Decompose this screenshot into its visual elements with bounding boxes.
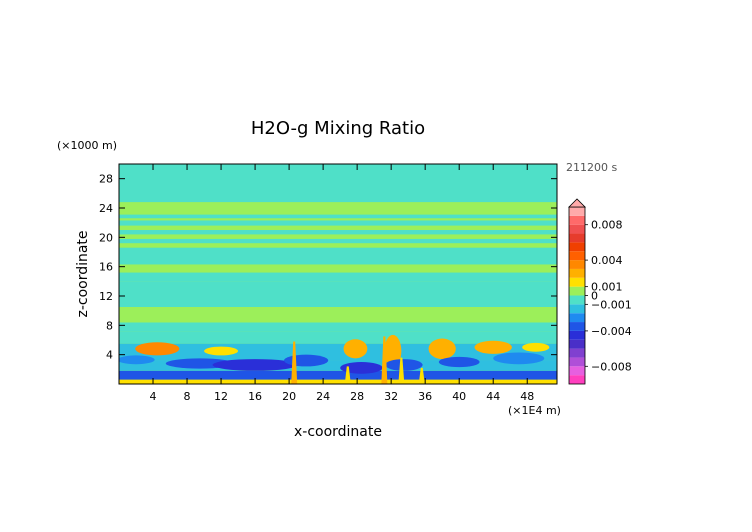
colorbar-label: −0.008 xyxy=(591,360,632,373)
colorbar-swatch xyxy=(569,207,585,216)
colorbar-swatch xyxy=(569,357,585,367)
field-band xyxy=(119,214,557,219)
colorbar-swatch xyxy=(569,277,585,287)
colorbar-swatch xyxy=(569,286,585,296)
field-band xyxy=(119,264,557,273)
colorbar-swatch xyxy=(569,268,585,278)
field-feature xyxy=(343,339,368,359)
y-unit-label: (×1000 m) xyxy=(57,139,117,152)
field-column xyxy=(291,341,298,384)
x-axis: 4 8 12 16 20 24 28 32 36 40 44 48 xyxy=(150,164,534,403)
field-band xyxy=(119,238,557,244)
colorbar-swatch xyxy=(569,366,585,376)
x-tick-label: 8 xyxy=(184,390,191,403)
field-feature xyxy=(119,355,155,365)
colorbar-label: −0.001 xyxy=(591,298,632,311)
y-tick-label: 28 xyxy=(99,173,113,186)
field-band xyxy=(119,230,557,235)
field-feature xyxy=(204,346,239,356)
field-column xyxy=(418,367,425,384)
field-band xyxy=(119,243,557,248)
field-feature xyxy=(438,356,480,368)
field-column xyxy=(381,336,388,384)
colorbar-swatch xyxy=(569,251,585,261)
x-axis-label: x-coordinate xyxy=(294,424,382,440)
y-axis: 4 8 12 16 20 24 28 xyxy=(99,173,557,362)
colorbar-label: 0.001 xyxy=(591,281,623,294)
colorbar-label: 0.004 xyxy=(591,254,623,267)
y-tick-label: 20 xyxy=(99,231,113,244)
colorbar-swatch xyxy=(569,233,585,243)
field-band xyxy=(119,370,557,380)
x-tick-label: 24 xyxy=(316,390,330,403)
colorbar-swatch xyxy=(569,313,585,323)
field-band xyxy=(119,220,557,226)
x-tick-label: 4 xyxy=(150,390,157,403)
colorbar-swatch xyxy=(569,375,585,384)
field-band xyxy=(119,272,557,282)
colorbar-swatch xyxy=(569,242,585,252)
field-band xyxy=(119,247,557,265)
colorbar-swatch xyxy=(569,295,585,305)
x-tick-label: 20 xyxy=(282,390,296,403)
colorbar-overflow-arrow xyxy=(568,198,586,208)
field-feature xyxy=(522,342,550,352)
colorbar-swatch xyxy=(569,330,585,340)
chart-title: H2O-g Mixing Ratio xyxy=(251,118,425,139)
x-unit-label: (×1E4 m) xyxy=(508,404,561,417)
field-band xyxy=(119,322,557,332)
field-band xyxy=(119,164,557,203)
field-feature xyxy=(428,338,456,360)
field-feature xyxy=(493,352,545,365)
x-tick-label: 32 xyxy=(384,390,398,403)
x-tick-label: 28 xyxy=(350,390,364,403)
x-tick-label: 44 xyxy=(486,390,500,403)
colorbar-swatch xyxy=(569,304,585,314)
field-feature xyxy=(283,354,329,367)
y-tick-label: 12 xyxy=(99,290,113,303)
field-band xyxy=(119,360,557,371)
x-tick-label: 16 xyxy=(248,390,262,403)
colorbar-swatch xyxy=(569,348,585,358)
field-band xyxy=(119,307,557,323)
colorbar-label: −0.004 xyxy=(591,325,632,338)
y-axis-label: z-coordinate xyxy=(75,230,91,317)
field-feature xyxy=(384,334,402,368)
field-feature xyxy=(385,359,423,371)
colorbar-swatch xyxy=(569,215,585,225)
colorbar-swatch xyxy=(569,260,585,269)
heatmap-plot-area xyxy=(119,164,557,384)
colorbar-swatch xyxy=(569,224,585,234)
x-tick-label: 12 xyxy=(214,390,228,403)
field-band xyxy=(119,281,557,307)
x-tick-label: 36 xyxy=(418,390,432,403)
y-tick-label: 24 xyxy=(99,202,113,215)
colorbar-swatch xyxy=(569,339,585,349)
field-feature xyxy=(135,342,180,356)
y-tick-label: 16 xyxy=(99,261,113,274)
x-tick-label: 40 xyxy=(452,390,466,403)
y-tick-label: 4 xyxy=(106,349,113,362)
field-feature xyxy=(340,362,383,374)
colorbar-swatch xyxy=(569,322,585,331)
field-feature xyxy=(474,340,512,354)
colorbar-label: 0.008 xyxy=(591,219,623,232)
y-tick-label: 8 xyxy=(106,319,113,332)
field-feature xyxy=(212,359,298,371)
time-label: 211200 s xyxy=(566,161,617,174)
field-band xyxy=(119,234,557,239)
plot-frame xyxy=(118,163,558,385)
field-column xyxy=(344,366,351,384)
colorbar-label: 0 xyxy=(591,290,598,303)
x-tick-label: 48 xyxy=(520,390,534,403)
field-column xyxy=(398,357,405,384)
field-band xyxy=(119,379,557,384)
